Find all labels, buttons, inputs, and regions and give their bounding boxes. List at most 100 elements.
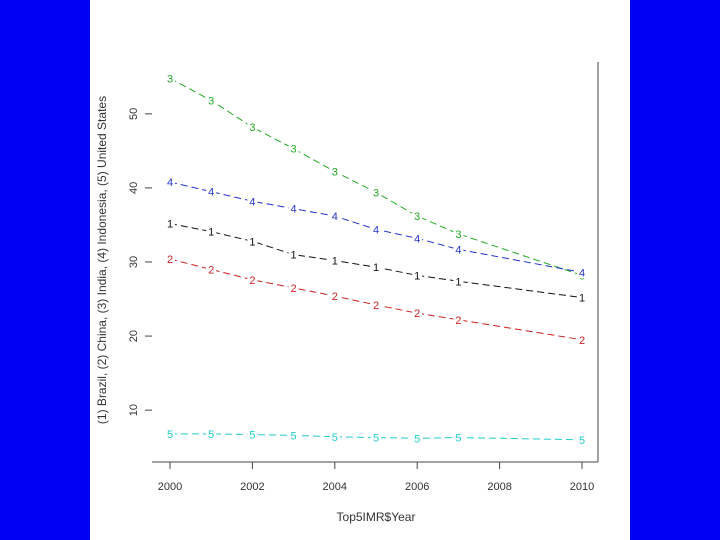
point-marker-bg <box>329 429 340 443</box>
point-marker: 1 <box>414 270 420 282</box>
series-line <box>169 77 583 276</box>
point-marker: 5 <box>167 429 173 441</box>
y-tick-label: 50 <box>128 108 140 120</box>
point-marker-bg <box>288 247 299 261</box>
point-marker-bg <box>206 93 217 107</box>
point-marker: 3 <box>208 96 214 108</box>
point-marker: 3 <box>167 73 173 85</box>
point-marker-bg <box>288 141 299 155</box>
point-marker: 3 <box>373 187 379 199</box>
point-marker: 2 <box>249 275 255 287</box>
point-marker-bg <box>165 426 175 440</box>
y-tick-label: 30 <box>128 256 140 268</box>
point-marker: 4 <box>291 204 297 216</box>
series-layer: 3333333334444444441111111112222222225555… <box>165 71 587 447</box>
point-marker: 5 <box>579 435 585 447</box>
point-marker: 3 <box>249 122 255 134</box>
point-marker-bg <box>329 164 340 178</box>
point-marker: 4 <box>167 177 173 189</box>
x-tick-label: 2002 <box>240 481 264 493</box>
point-marker-bg <box>247 194 258 208</box>
point-marker-bg <box>412 209 423 223</box>
point-marker-bg <box>412 431 423 445</box>
point-marker-bg <box>371 430 381 444</box>
y-tick-label: 20 <box>128 330 140 342</box>
point-marker: 1 <box>167 218 173 230</box>
point-marker-bg <box>165 216 175 230</box>
point-marker: 2 <box>208 264 214 276</box>
point-marker: 4 <box>332 211 338 223</box>
point-marker: 2 <box>167 254 173 266</box>
point-marker-bg <box>206 224 217 238</box>
point-marker-bg <box>577 432 587 446</box>
point-marker-bg <box>288 201 299 215</box>
y-axis-title: (1) Brazil, (2) China, (3) India, (4) In… <box>95 96 109 424</box>
point-marker-bg <box>247 234 258 248</box>
point-marker: 1 <box>579 293 585 305</box>
point-marker: 4 <box>208 187 214 199</box>
point-marker-bg <box>206 262 217 276</box>
point-marker-bg <box>206 184 217 198</box>
point-marker: 1 <box>373 262 379 274</box>
point-marker-bg <box>165 175 175 188</box>
point-marker-bg <box>577 290 587 304</box>
point-marker: 5 <box>373 433 379 445</box>
point-marker: 3 <box>291 144 297 156</box>
x-tick-label: 2006 <box>405 481 429 493</box>
point-marker: 4 <box>455 244 461 256</box>
point-marker-bg <box>329 289 340 303</box>
point-marker-bg <box>412 231 423 245</box>
point-marker-bg <box>247 120 258 134</box>
point-marker: 4 <box>579 267 585 279</box>
point-marker-bg <box>412 268 423 282</box>
point-marker: 2 <box>291 283 297 295</box>
point-marker: 5 <box>332 432 338 444</box>
point-marker: 3 <box>332 167 338 179</box>
series-india: 333333333 <box>165 71 587 282</box>
point-marker-bg <box>453 242 464 256</box>
point-marker: 5 <box>249 430 255 442</box>
point-marker-bg <box>371 260 381 274</box>
point-marker-bg <box>165 252 175 266</box>
point-marker-bg <box>371 297 381 311</box>
point-marker: 2 <box>455 315 461 327</box>
point-marker: 1 <box>455 276 461 288</box>
point-marker-bg <box>288 428 299 442</box>
point-marker-bg <box>453 274 464 288</box>
point-marker-bg <box>453 430 464 444</box>
point-marker-bg <box>371 222 381 236</box>
point-marker: 4 <box>249 196 255 208</box>
point-marker: 3 <box>455 229 461 241</box>
point-marker-bg <box>577 332 587 346</box>
point-marker: 1 <box>291 250 297 262</box>
point-marker: 5 <box>208 429 214 441</box>
series-brazil: 1 1 1 1 1 1 1 1 1 <box>165 216 587 305</box>
point-marker: 2 <box>332 291 338 303</box>
x-tick-label: 2010 <box>570 481 594 493</box>
series-united-states: 5 5 5 5 5 5 5 5 5 <box>165 426 587 447</box>
point-marker-bg <box>329 209 340 223</box>
slide-background <box>90 0 630 540</box>
point-marker: 3 <box>414 211 420 223</box>
point-marker: 4 <box>373 224 379 236</box>
point-marker-bg <box>453 226 464 240</box>
point-marker: 5 <box>414 433 420 445</box>
point-marker-bg <box>206 426 217 440</box>
point-marker-bg <box>329 253 340 267</box>
point-marker-bg <box>288 280 299 294</box>
point-marker: 2 <box>579 335 585 347</box>
point-marker-bg <box>577 265 587 279</box>
point-marker-bg <box>453 312 464 326</box>
series-china: 2 2 2 2 2 2 2 2 2 <box>165 252 587 347</box>
point-marker: 5 <box>291 430 297 442</box>
y-tick-label: 10 <box>128 404 140 416</box>
point-marker-bg <box>247 427 258 441</box>
point-marker: 2 <box>373 300 379 312</box>
point-marker: 5 <box>455 433 461 445</box>
x-axis-title: Top5IMR$Year <box>337 510 416 524</box>
y-tick-label: 40 <box>128 182 140 194</box>
point-marker: 1 <box>332 256 338 268</box>
x-tick-label: 2004 <box>323 481 347 493</box>
